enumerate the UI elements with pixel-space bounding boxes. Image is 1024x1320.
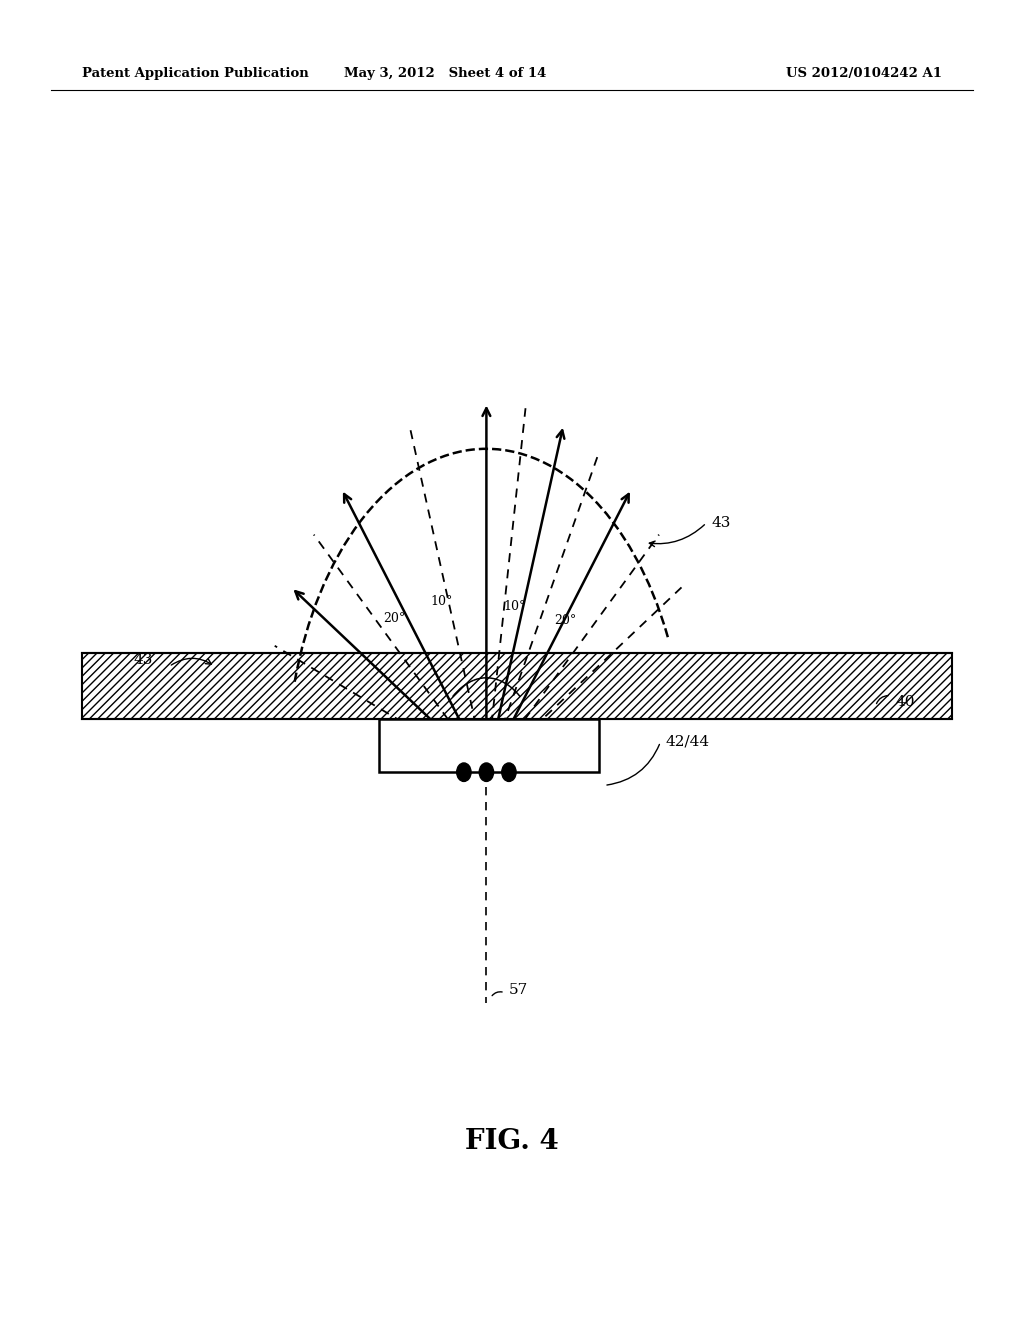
Circle shape (457, 763, 471, 781)
Text: 43: 43 (133, 653, 153, 667)
Circle shape (479, 763, 494, 781)
Text: 20°: 20° (554, 614, 577, 627)
Text: 10°: 10° (430, 595, 453, 609)
Text: Patent Application Publication: Patent Application Publication (82, 67, 308, 81)
Text: 40: 40 (896, 696, 915, 709)
Text: May 3, 2012   Sheet 4 of 14: May 3, 2012 Sheet 4 of 14 (344, 67, 547, 81)
Text: 57: 57 (509, 982, 528, 997)
Circle shape (502, 763, 516, 781)
Bar (82, 653, 952, 719)
Text: 20°: 20° (383, 611, 406, 624)
Text: 42/44: 42/44 (666, 735, 710, 748)
Text: US 2012/0104242 A1: US 2012/0104242 A1 (786, 67, 942, 81)
Bar (379, 719, 599, 772)
Text: 43: 43 (712, 516, 731, 529)
Text: FIG. 4: FIG. 4 (465, 1129, 559, 1155)
Text: 10°: 10° (504, 601, 526, 614)
